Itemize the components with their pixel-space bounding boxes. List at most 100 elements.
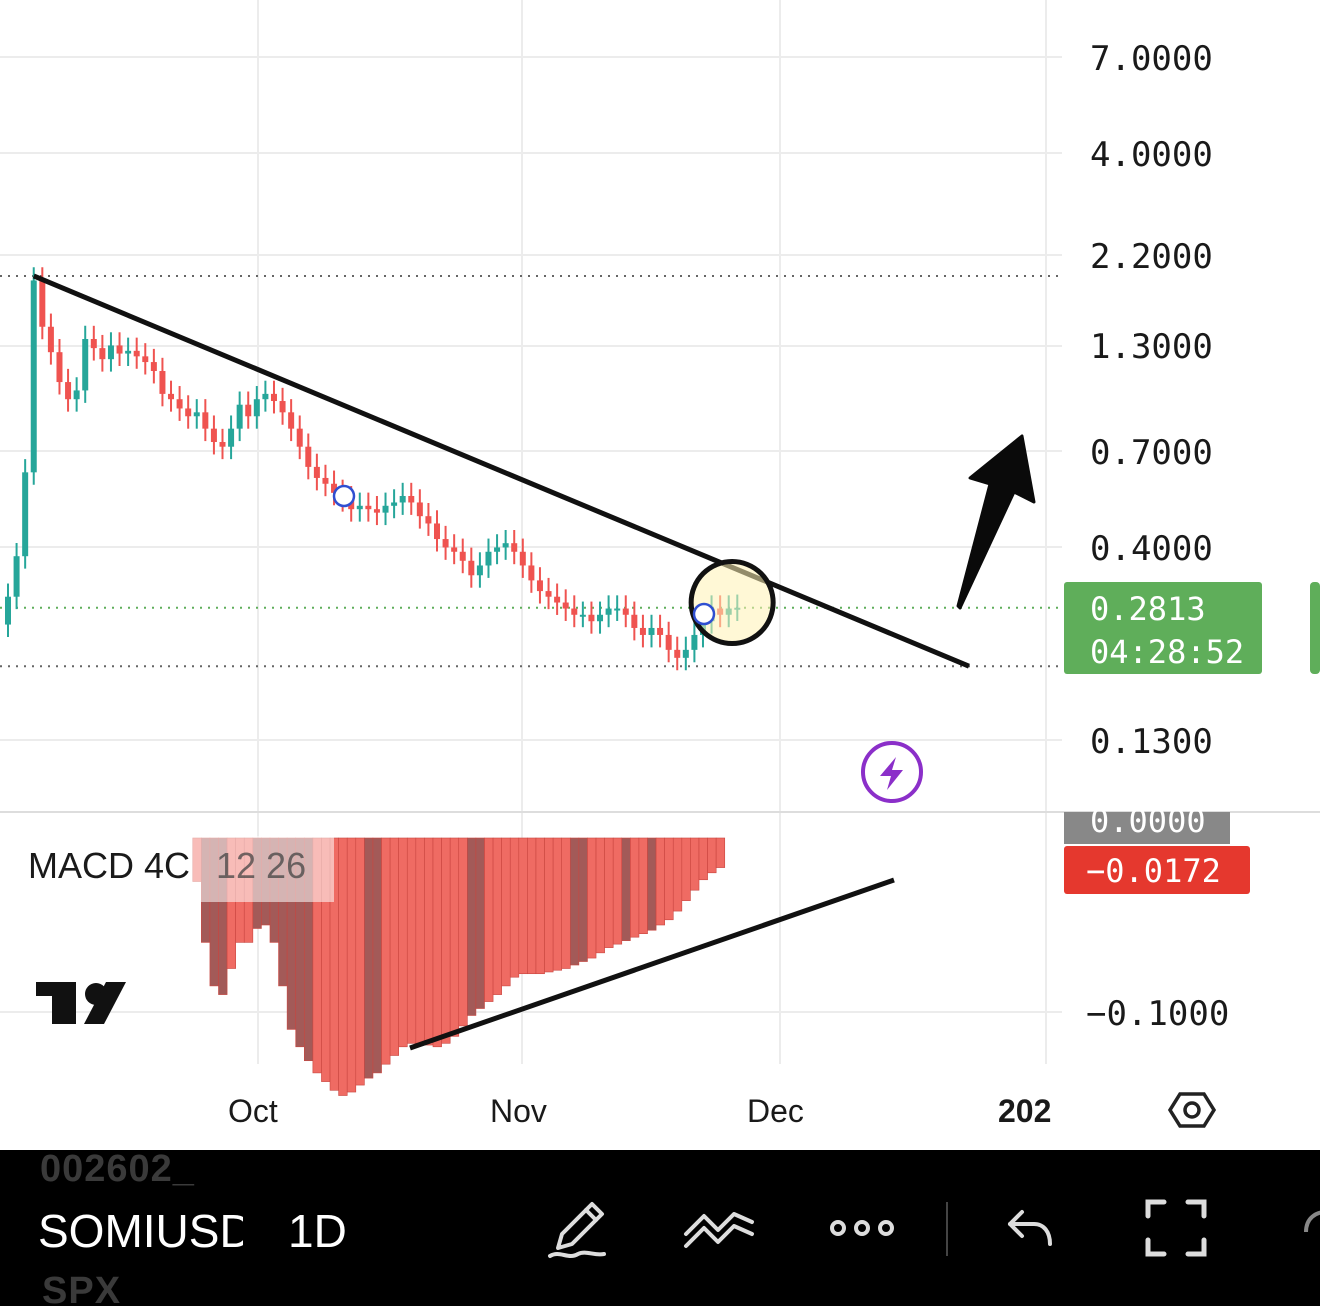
time-label: Oct	[228, 1093, 278, 1129]
candle	[536, 580, 543, 592]
candle	[236, 404, 243, 429]
macd-bar	[698, 837, 708, 881]
macd-bar	[346, 837, 357, 1093]
candle	[262, 393, 269, 400]
macd-bar	[664, 837, 674, 921]
candle	[485, 551, 492, 566]
extra-button[interactable]	[1290, 1188, 1320, 1268]
drawings[interactable]	[32, 273, 1036, 1051]
trend-icon	[684, 1212, 754, 1248]
time-label: Dec	[747, 1093, 804, 1129]
price-axis[interactable]: 7.0000 4.0000 2.2000 1.3000 0.7000 0.400…	[1090, 39, 1213, 762]
candle	[425, 516, 432, 524]
time-label: Nov	[490, 1093, 547, 1129]
fullscreen-icon	[1145, 1199, 1207, 1257]
candle	[22, 472, 29, 557]
fullscreen-button[interactable]	[1136, 1188, 1216, 1268]
candle	[99, 348, 106, 360]
macd-bar	[612, 837, 623, 945]
macd-bar	[372, 837, 382, 1074]
ghost-symbol-next[interactable]: SPX	[42, 1270, 122, 1312]
price-label: 1.3000	[1090, 327, 1213, 367]
candle	[107, 345, 114, 360]
candle	[571, 608, 578, 615]
candle	[193, 412, 200, 417]
candle	[554, 596, 561, 603]
macd-bar	[501, 837, 511, 987]
candle	[90, 338, 97, 349]
candle	[682, 649, 689, 658]
macd-axis-label: −0.1000	[1086, 994, 1229, 1034]
macd-bar	[475, 837, 485, 1009]
more-button[interactable]	[822, 1188, 902, 1268]
macd-bar	[518, 837, 528, 975]
candle	[125, 350, 132, 354]
bottom-toolbar: 002602_ SOMIUSDT 1D SPX	[0, 1148, 1320, 1312]
macd-bar	[406, 837, 417, 1044]
candle	[391, 502, 398, 506]
macd-bar	[621, 837, 631, 941]
macd-bar	[449, 837, 460, 1037]
macd-bar	[398, 837, 408, 1048]
candle	[545, 591, 552, 597]
undo-icon	[1008, 1210, 1052, 1246]
interval-button[interactable]: 1D	[288, 1205, 347, 1257]
candle	[614, 608, 621, 611]
macd-bar	[655, 837, 665, 926]
candle	[365, 505, 372, 510]
candle	[476, 565, 483, 576]
chart-area[interactable]: 7.0000 4.0000 2.2000 1.3000 0.7000 0.400…	[0, 0, 1320, 1150]
ghost-symbol-prev[interactable]: 002602_	[40, 1148, 195, 1190]
candle	[159, 371, 166, 394]
lightning-icon[interactable]	[861, 741, 923, 803]
candle	[116, 345, 123, 354]
partial-icon	[1304, 1210, 1320, 1233]
candle	[168, 393, 175, 400]
candle	[605, 608, 612, 615]
candle	[408, 496, 415, 503]
symbol-label[interactable]: SOMIUSDT	[38, 1205, 243, 1257]
macd-bar	[638, 837, 648, 934]
time-axis[interactable]: Oct Nov Dec 202	[228, 1093, 1051, 1129]
macd-bar	[647, 837, 657, 931]
candle	[511, 543, 518, 552]
candle	[399, 496, 406, 503]
undo-button[interactable]	[990, 1188, 1070, 1268]
candle	[691, 634, 698, 650]
candle	[313, 466, 320, 478]
bar-countdown: 04:28:52	[1090, 633, 1244, 671]
macd-bar	[535, 837, 545, 975]
macd-bar	[364, 837, 374, 1079]
price-chart[interactable]: 7.0000 4.0000 2.2000 1.3000 0.7000 0.400…	[0, 0, 1320, 1150]
candle	[270, 393, 277, 402]
candle	[597, 614, 604, 622]
candle	[228, 428, 235, 447]
macd-bar	[595, 837, 605, 954]
macd-bar	[681, 837, 691, 901]
candle	[382, 505, 389, 513]
candle	[150, 362, 157, 372]
macd-bar	[604, 837, 614, 948]
up-arrow	[956, 434, 1036, 610]
macd-bar	[467, 837, 477, 1016]
draw-button[interactable]	[538, 1188, 618, 1268]
macd-bar	[492, 837, 502, 995]
more-icon	[830, 1220, 894, 1236]
settings-icon[interactable]	[1167, 1092, 1217, 1128]
macd-current-value: −0.0172	[1086, 852, 1221, 890]
macd-bar	[484, 837, 494, 1002]
candle	[65, 382, 72, 400]
candle	[451, 547, 458, 552]
macd-bar	[587, 837, 597, 959]
macd-histogram	[192, 837, 726, 1096]
candle	[622, 608, 629, 615]
macd-bar	[432, 837, 442, 1048]
candle	[434, 523, 440, 540]
indicators-button[interactable]	[680, 1188, 760, 1268]
candle	[648, 627, 655, 635]
macd-bar	[561, 837, 571, 969]
price-scale-handle[interactable]	[1310, 582, 1320, 674]
candle	[459, 551, 466, 561]
horizontal-levels	[0, 274, 1062, 668]
macd-legend[interactable]: MACD 4C 12 26	[22, 836, 334, 902]
